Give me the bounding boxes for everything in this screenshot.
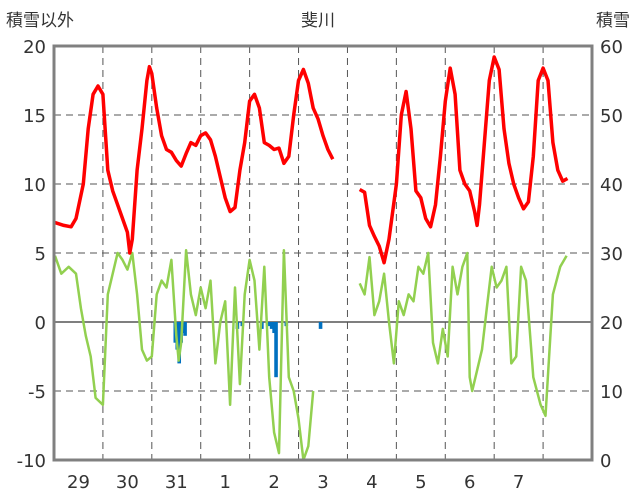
temperature-line: [358, 55, 569, 265]
series-layer: [53, 55, 569, 462]
x-tick-label: 2: [268, 472, 279, 493]
dewpoint-line: [53, 248, 315, 462]
right-tick-label: 10: [600, 382, 623, 403]
plot-frame: [52, 44, 594, 462]
precip-bar: [318, 322, 323, 329]
x-tick-label: 6: [464, 472, 475, 493]
x-tick-label: 7: [513, 472, 524, 493]
left-axis-title: 積雪以外: [6, 11, 74, 31]
x-tick-label: 3: [317, 472, 328, 493]
x-tick-label: 5: [415, 472, 426, 493]
tick-labels: -10 -5 0 5 10 15 20 0 10 20 30 40 50 60 29 30 31 1 2 3 4 5 6 7: [17, 37, 623, 493]
precip-bar: [177, 322, 182, 364]
left-tick-label: -10: [17, 451, 46, 472]
right-tick-label: 30: [600, 244, 623, 265]
x-tick-label: 1: [219, 472, 230, 493]
chart-title: 斐川: [301, 11, 335, 31]
right-tick-label: 20: [600, 313, 623, 334]
left-tick-label: -5: [28, 382, 46, 403]
left-tick-label: 5: [35, 244, 46, 265]
right-tick-label: 40: [600, 175, 623, 196]
precip-bar: [267, 322, 271, 327]
right-tick-label: 0: [600, 451, 611, 472]
precip-bar: [274, 322, 278, 378]
temperature-line: [54, 64, 335, 255]
x-tick-label: 30: [116, 472, 139, 493]
precip-bar: [183, 322, 187, 336]
x-tick-label: 4: [366, 472, 377, 493]
x-tick-label: 31: [165, 472, 188, 493]
x-tick-label: 29: [67, 472, 90, 493]
grid-layer: [54, 46, 592, 460]
left-tick-label: 10: [23, 175, 46, 196]
left-tick-label: 20: [23, 37, 46, 58]
right-tick-label: 50: [600, 106, 623, 127]
right-tick-label: 60: [600, 37, 623, 58]
precip-bar: [269, 322, 274, 329]
dewpoint-line: [358, 251, 568, 418]
precip-bar: [272, 322, 276, 334]
right-axis-title: 積雪: [596, 11, 630, 31]
left-tick-label: 0: [35, 313, 46, 334]
left-tick-label: 15: [23, 106, 46, 127]
precipitation-layer: [173, 322, 323, 378]
